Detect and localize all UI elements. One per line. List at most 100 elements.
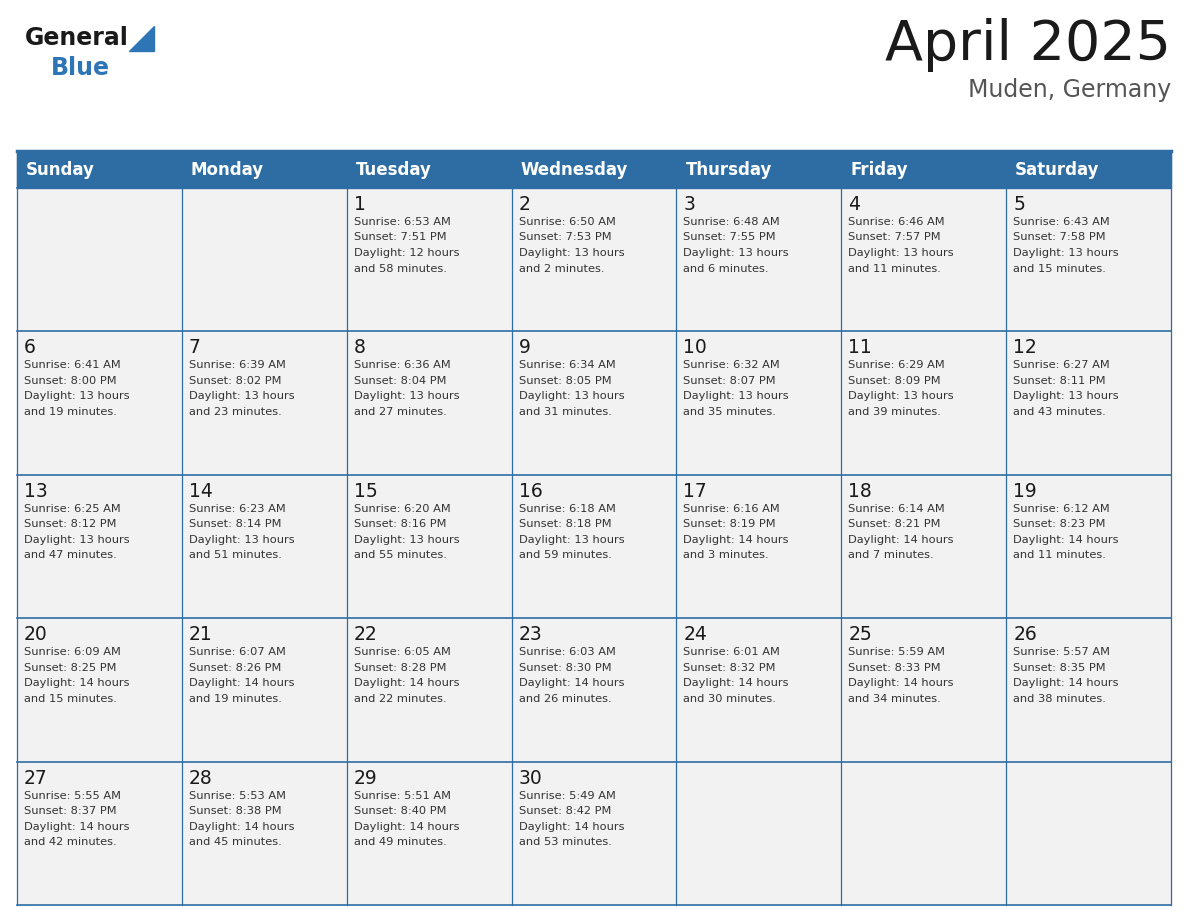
Text: Daylight: 13 hours: Daylight: 13 hours xyxy=(24,391,129,401)
Text: Daylight: 13 hours: Daylight: 13 hours xyxy=(848,248,954,258)
Text: and 43 minutes.: and 43 minutes. xyxy=(1013,407,1106,417)
Text: 22: 22 xyxy=(354,625,378,644)
Text: 2: 2 xyxy=(519,195,531,214)
Text: Daylight: 12 hours: Daylight: 12 hours xyxy=(354,248,460,258)
Text: 27: 27 xyxy=(24,768,48,788)
Text: 13: 13 xyxy=(24,482,48,501)
Text: Sunset: 8:37 PM: Sunset: 8:37 PM xyxy=(24,806,116,816)
Text: Daylight: 13 hours: Daylight: 13 hours xyxy=(189,391,295,401)
Text: 14: 14 xyxy=(189,482,213,501)
Text: 20: 20 xyxy=(24,625,48,644)
Text: Tuesday: Tuesday xyxy=(355,161,431,179)
Text: Sunset: 7:53 PM: Sunset: 7:53 PM xyxy=(519,232,611,242)
Text: and 19 minutes.: and 19 minutes. xyxy=(24,407,116,417)
Text: Sunrise: 6:03 AM: Sunrise: 6:03 AM xyxy=(519,647,615,657)
Text: Sunrise: 5:55 AM: Sunrise: 5:55 AM xyxy=(24,790,121,800)
Text: and 6 minutes.: and 6 minutes. xyxy=(683,263,769,274)
Text: 19: 19 xyxy=(1013,482,1037,501)
Text: 10: 10 xyxy=(683,339,707,357)
Text: and 26 minutes.: and 26 minutes. xyxy=(519,694,611,704)
Text: Sunset: 8:16 PM: Sunset: 8:16 PM xyxy=(354,520,447,530)
Text: Sunset: 8:23 PM: Sunset: 8:23 PM xyxy=(1013,520,1106,530)
Text: Sunset: 7:57 PM: Sunset: 7:57 PM xyxy=(848,232,941,242)
Text: 23: 23 xyxy=(519,625,542,644)
Text: Daylight: 13 hours: Daylight: 13 hours xyxy=(519,391,624,401)
Text: 3: 3 xyxy=(683,195,695,214)
Text: and 51 minutes.: and 51 minutes. xyxy=(189,550,282,560)
Text: 26: 26 xyxy=(1013,625,1037,644)
Text: 18: 18 xyxy=(848,482,872,501)
Text: Daylight: 14 hours: Daylight: 14 hours xyxy=(189,678,295,688)
Text: 30: 30 xyxy=(519,768,542,788)
Text: Sunrise: 5:57 AM: Sunrise: 5:57 AM xyxy=(1013,647,1110,657)
Polygon shape xyxy=(129,26,154,51)
Text: Sunrise: 6:01 AM: Sunrise: 6:01 AM xyxy=(683,647,781,657)
Text: 7: 7 xyxy=(189,339,201,357)
Text: Sunrise: 6:39 AM: Sunrise: 6:39 AM xyxy=(189,361,286,370)
Text: Sunset: 8:12 PM: Sunset: 8:12 PM xyxy=(24,520,116,530)
Text: Sunrise: 6:41 AM: Sunrise: 6:41 AM xyxy=(24,361,121,370)
Text: and 59 minutes.: and 59 minutes. xyxy=(519,550,612,560)
Text: Sunset: 8:14 PM: Sunset: 8:14 PM xyxy=(189,520,282,530)
Text: Daylight: 14 hours: Daylight: 14 hours xyxy=(24,678,129,688)
Text: Daylight: 14 hours: Daylight: 14 hours xyxy=(1013,535,1119,544)
Text: Blue: Blue xyxy=(51,56,110,80)
Text: Daylight: 14 hours: Daylight: 14 hours xyxy=(848,535,954,544)
Text: Sunrise: 6:34 AM: Sunrise: 6:34 AM xyxy=(519,361,615,370)
Text: Muden, Germany: Muden, Germany xyxy=(968,78,1171,102)
Bar xyxy=(17,475,1171,618)
Text: Sunrise: 6:18 AM: Sunrise: 6:18 AM xyxy=(519,504,615,514)
Text: 17: 17 xyxy=(683,482,707,501)
Bar xyxy=(17,331,1171,475)
Text: and 55 minutes.: and 55 minutes. xyxy=(354,550,447,560)
Text: and 15 minutes.: and 15 minutes. xyxy=(1013,263,1106,274)
Text: Monday: Monday xyxy=(191,161,264,179)
Text: Sunset: 7:58 PM: Sunset: 7:58 PM xyxy=(1013,232,1106,242)
Text: Daylight: 14 hours: Daylight: 14 hours xyxy=(24,822,129,832)
Text: Sunrise: 6:05 AM: Sunrise: 6:05 AM xyxy=(354,647,450,657)
Text: Sunday: Sunday xyxy=(26,161,95,179)
Text: General: General xyxy=(25,26,128,50)
Text: Sunset: 8:42 PM: Sunset: 8:42 PM xyxy=(519,806,611,816)
Text: Daylight: 13 hours: Daylight: 13 hours xyxy=(24,535,129,544)
Text: 1: 1 xyxy=(354,195,366,214)
Text: Sunrise: 6:09 AM: Sunrise: 6:09 AM xyxy=(24,647,121,657)
Text: Saturday: Saturday xyxy=(1015,161,1100,179)
Text: Sunset: 8:05 PM: Sunset: 8:05 PM xyxy=(519,375,611,386)
Text: Sunrise: 6:29 AM: Sunrise: 6:29 AM xyxy=(848,361,944,370)
Text: and 45 minutes.: and 45 minutes. xyxy=(189,837,282,847)
Text: Daylight: 14 hours: Daylight: 14 hours xyxy=(1013,678,1119,688)
Text: and 38 minutes.: and 38 minutes. xyxy=(1013,694,1106,704)
Text: Sunrise: 5:49 AM: Sunrise: 5:49 AM xyxy=(519,790,615,800)
Text: Wednesday: Wednesday xyxy=(520,161,628,179)
Text: Sunrise: 6:48 AM: Sunrise: 6:48 AM xyxy=(683,217,781,227)
Text: Daylight: 14 hours: Daylight: 14 hours xyxy=(519,678,624,688)
Text: Sunrise: 5:59 AM: Sunrise: 5:59 AM xyxy=(848,647,946,657)
Text: Sunrise: 6:25 AM: Sunrise: 6:25 AM xyxy=(24,504,121,514)
Text: Daylight: 13 hours: Daylight: 13 hours xyxy=(354,535,460,544)
Text: Daylight: 13 hours: Daylight: 13 hours xyxy=(519,535,624,544)
Text: 29: 29 xyxy=(354,768,378,788)
Text: Sunset: 8:18 PM: Sunset: 8:18 PM xyxy=(519,520,611,530)
Text: Sunset: 8:40 PM: Sunset: 8:40 PM xyxy=(354,806,447,816)
Text: and 11 minutes.: and 11 minutes. xyxy=(848,263,941,274)
Text: Sunrise: 6:16 AM: Sunrise: 6:16 AM xyxy=(683,504,781,514)
Text: Sunset: 8:30 PM: Sunset: 8:30 PM xyxy=(519,663,611,673)
Text: and 39 minutes.: and 39 minutes. xyxy=(848,407,941,417)
Text: Daylight: 13 hours: Daylight: 13 hours xyxy=(1013,391,1119,401)
Text: Sunset: 8:09 PM: Sunset: 8:09 PM xyxy=(848,375,941,386)
Text: Sunrise: 6:23 AM: Sunrise: 6:23 AM xyxy=(189,504,285,514)
Text: Sunrise: 6:53 AM: Sunrise: 6:53 AM xyxy=(354,217,450,227)
Text: and 49 minutes.: and 49 minutes. xyxy=(354,837,447,847)
Text: Sunset: 8:04 PM: Sunset: 8:04 PM xyxy=(354,375,447,386)
Text: Daylight: 14 hours: Daylight: 14 hours xyxy=(848,678,954,688)
Text: and 2 minutes.: and 2 minutes. xyxy=(519,263,604,274)
Text: 16: 16 xyxy=(519,482,542,501)
Text: 28: 28 xyxy=(189,768,213,788)
Text: 12: 12 xyxy=(1013,339,1037,357)
Text: Daylight: 14 hours: Daylight: 14 hours xyxy=(683,678,789,688)
Text: 21: 21 xyxy=(189,625,213,644)
Text: and 31 minutes.: and 31 minutes. xyxy=(519,407,612,417)
Text: Daylight: 13 hours: Daylight: 13 hours xyxy=(519,248,624,258)
Text: Sunrise: 6:50 AM: Sunrise: 6:50 AM xyxy=(519,217,615,227)
